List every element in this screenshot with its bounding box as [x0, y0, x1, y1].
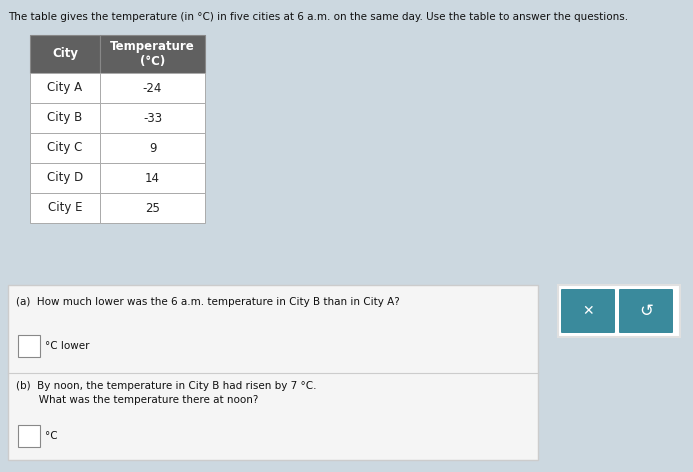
Bar	[558, 285, 680, 337]
Text: City A: City A	[47, 82, 82, 94]
Text: ↺: ↺	[639, 302, 653, 320]
FancyBboxPatch shape	[561, 289, 615, 333]
Text: (b)  By noon, the temperature in City B had risen by 7 °C.: (b) By noon, the temperature in City B h…	[16, 381, 317, 391]
Text: 14: 14	[145, 171, 160, 185]
Text: 25: 25	[145, 202, 160, 214]
Text: The table gives the temperature (in °C) in five cities at 6 a.m. on the same day: The table gives the temperature (in °C) …	[8, 12, 628, 22]
Bar	[30, 163, 100, 193]
Bar	[30, 35, 100, 73]
Text: City C: City C	[47, 142, 82, 154]
Bar	[100, 163, 205, 193]
Bar	[8, 285, 538, 460]
Bar	[30, 193, 100, 223]
Text: -33: -33	[143, 111, 162, 125]
Text: City: City	[52, 48, 78, 60]
Bar	[100, 103, 205, 133]
Text: (a)  How much lower was the 6 a.m. temperature in City B than in City A?: (a) How much lower was the 6 a.m. temper…	[16, 297, 400, 307]
Text: -24: -24	[143, 82, 162, 94]
Text: 9: 9	[149, 142, 156, 154]
Bar	[100, 35, 205, 73]
Bar	[30, 103, 100, 133]
Text: What was the temperature there at noon?: What was the temperature there at noon?	[16, 395, 258, 405]
Bar	[100, 73, 205, 103]
Text: Temperature
(°C): Temperature (°C)	[110, 40, 195, 68]
Text: ✕: ✕	[582, 304, 594, 318]
Bar	[18, 335, 40, 357]
Bar	[100, 133, 205, 163]
Text: °C: °C	[45, 431, 58, 441]
Bar	[30, 73, 100, 103]
Bar	[18, 425, 40, 447]
Text: City D: City D	[47, 171, 83, 185]
Bar	[30, 133, 100, 163]
Text: City B: City B	[47, 111, 82, 125]
Bar	[100, 193, 205, 223]
FancyBboxPatch shape	[619, 289, 673, 333]
Text: °C lower: °C lower	[45, 341, 89, 351]
Text: City E: City E	[48, 202, 82, 214]
